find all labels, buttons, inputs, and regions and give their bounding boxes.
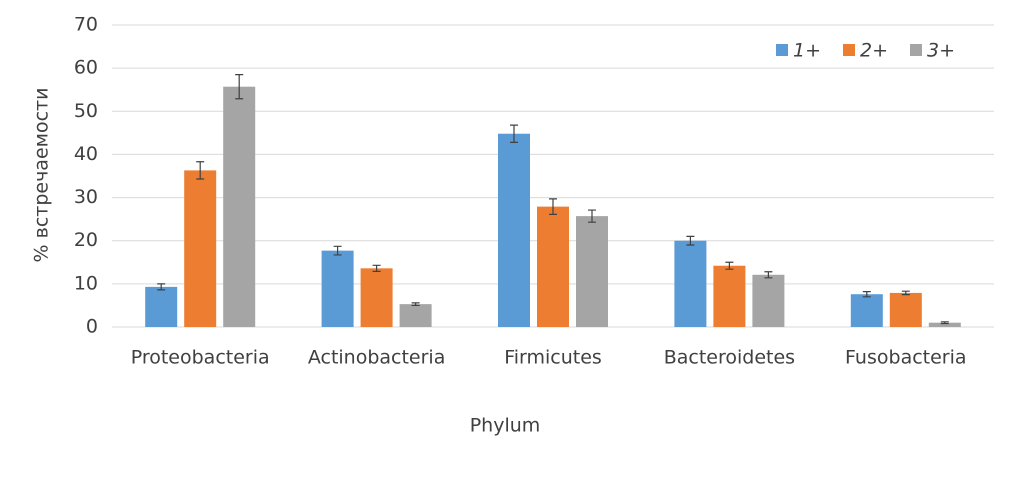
bar [713,265,746,327]
y-tick-label: 70 [74,14,98,36]
y-tick-label: 10 [74,272,98,294]
x-tick-label: Actinobacteria [308,347,446,369]
bar [576,216,608,327]
error-bar [940,321,949,325]
bar [321,250,354,327]
legend-label: 2+ [860,40,888,62]
y-tick-label: 50 [74,100,98,122]
y-tick-label: 0 [86,316,98,338]
error-bar [588,209,596,223]
y-tick-label: 20 [74,229,98,251]
bar [145,286,178,327]
error-bar [157,283,166,291]
bar [184,170,217,327]
error-bar [901,290,910,296]
legend-swatch [843,44,855,56]
error-bar [862,291,871,298]
error-bar [725,261,734,270]
bar [537,206,569,327]
bar [223,86,256,328]
error-bar [549,198,557,215]
bar [399,304,432,327]
bar [360,268,393,327]
error-bar [510,124,518,143]
bar [889,292,922,327]
y-tick-label: 30 [74,186,98,208]
legend-label: 1+ [793,40,821,62]
y-tick-label: 40 [74,143,98,165]
x-tick-label: Firmicutes [504,347,602,369]
bar [850,294,883,327]
error-bar [333,245,342,256]
legend-label: 3+ [927,40,955,62]
error-bar [196,161,205,180]
error-bar [411,302,420,307]
bar [674,240,707,327]
x-tick-label: Fusobacteria [845,347,966,369]
bar [928,322,961,327]
error-bar [235,74,244,100]
y-axis-title: % встречаемости [31,88,53,263]
bar [498,133,530,327]
error-bar [686,235,695,246]
error-bar [372,264,381,272]
legend-swatch [776,44,788,56]
x-tick-label: Proteobacteria [131,347,270,369]
y-tick-label: 60 [74,57,98,79]
bar [752,274,785,327]
legend-swatch [910,44,922,56]
x-axis-title: Phylum [470,415,541,437]
x-tick-label: Bacteroidetes [664,347,795,369]
error-bar [764,271,773,279]
